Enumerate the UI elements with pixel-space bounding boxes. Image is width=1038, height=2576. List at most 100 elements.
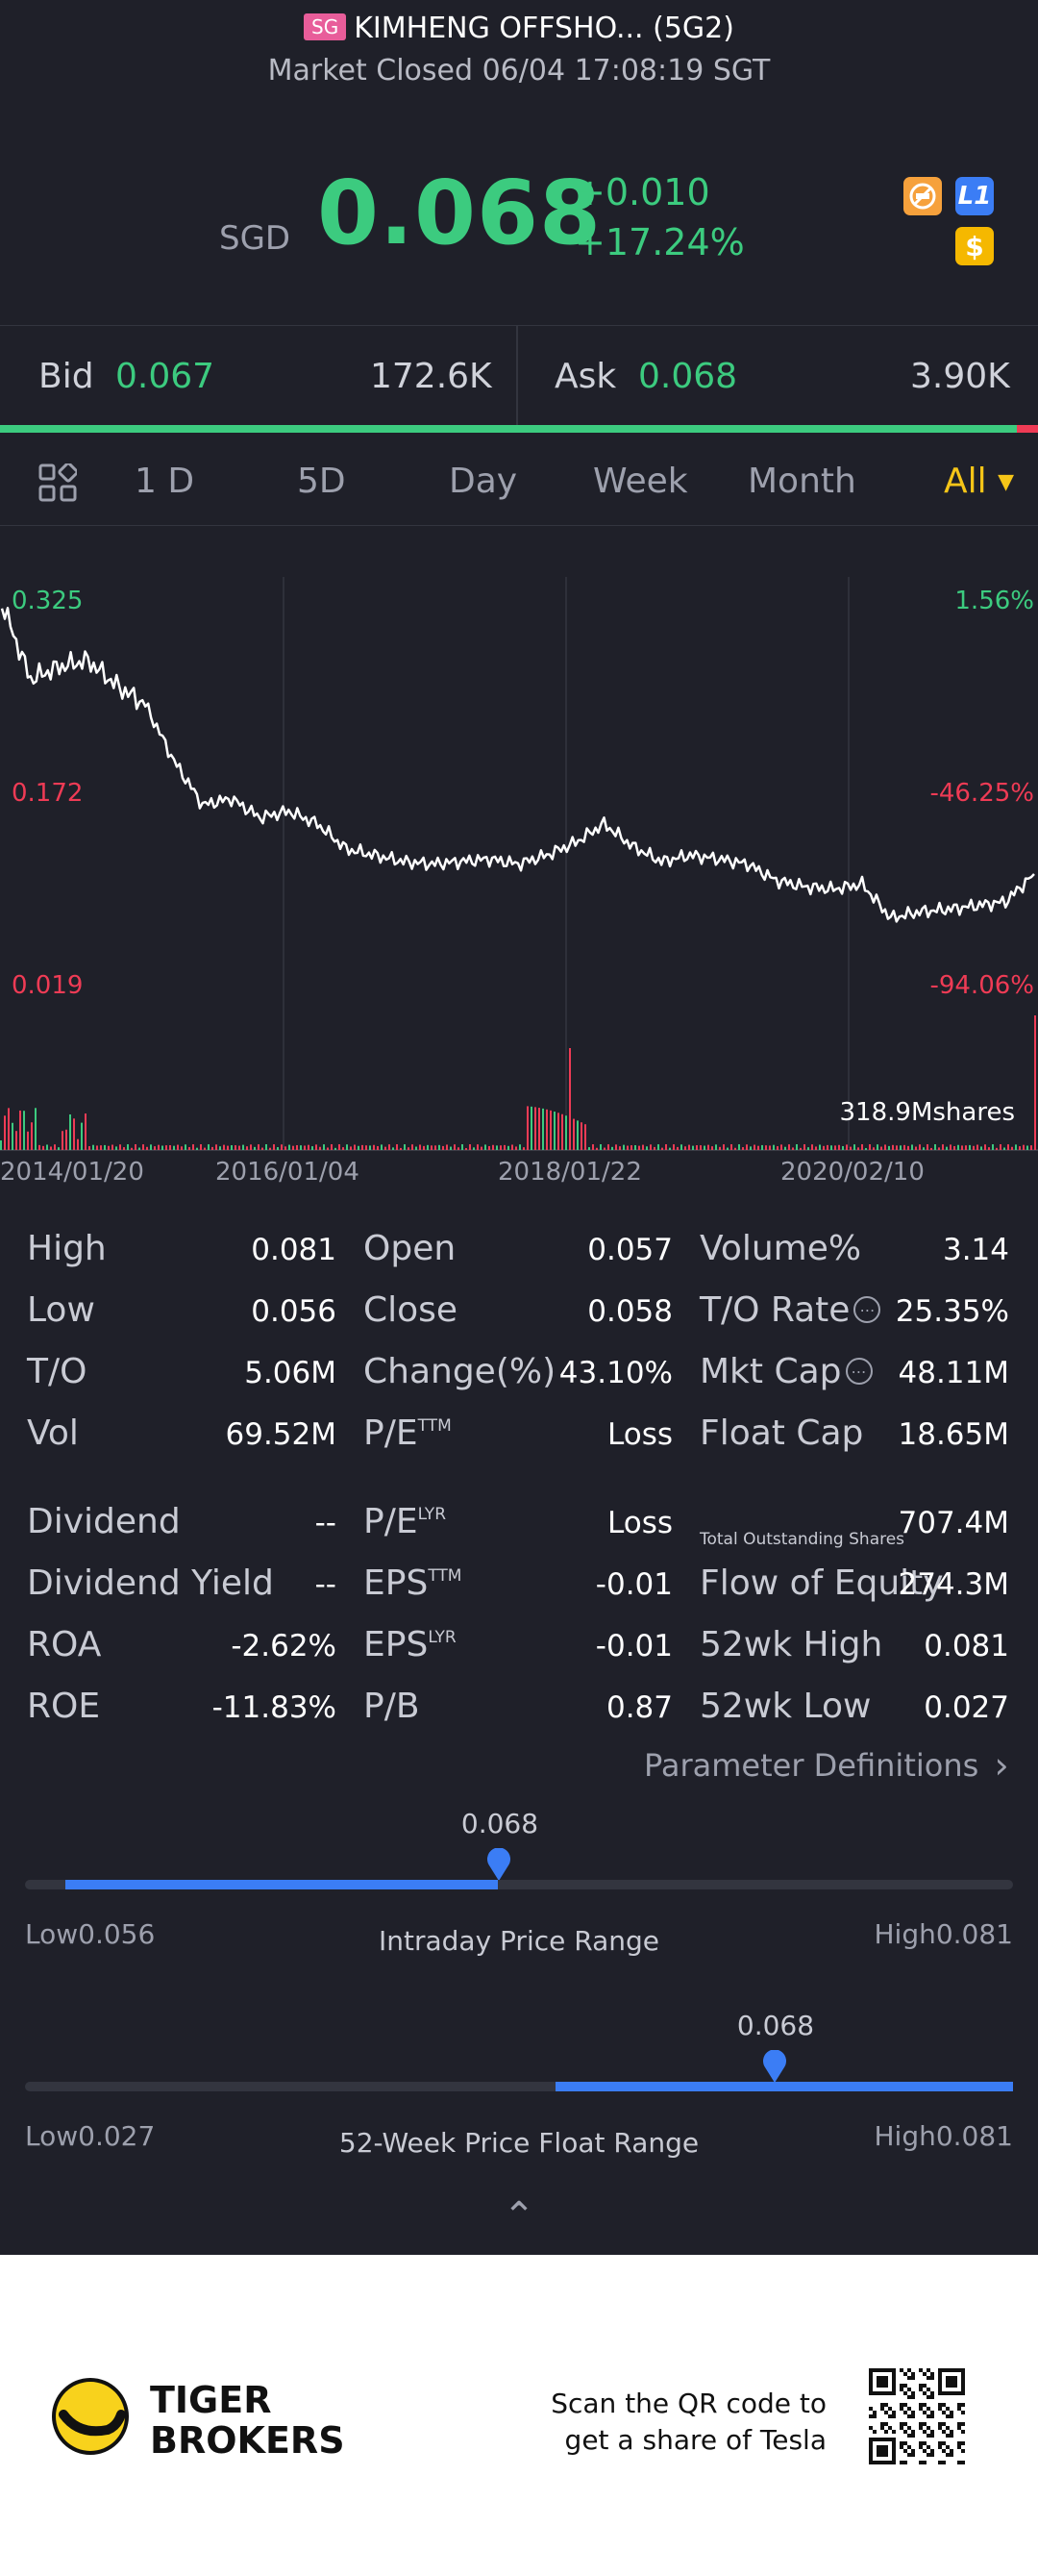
volume-bar <box>531 1106 532 1150</box>
volume-bar <box>919 1144 921 1150</box>
stat-superscript: LYR <box>428 1628 457 1647</box>
volume-bar <box>957 1144 959 1150</box>
volume-bar <box>853 1144 855 1150</box>
volume-bar <box>634 1145 636 1150</box>
volume-bar <box>680 1144 682 1150</box>
stat-label: ROA <box>27 1625 101 1664</box>
stat-value: Loss <box>607 1417 673 1452</box>
volume-bar <box>546 1109 548 1150</box>
tab-week[interactable]: Week <box>593 462 688 501</box>
volume-bar <box>1011 1146 1013 1150</box>
volume-bar <box>500 1145 502 1150</box>
volume-bar <box>861 1144 863 1150</box>
collapse-chevron-icon[interactable]: ⌃ <box>503 2194 535 2238</box>
stat-label-text: 52wk High <box>700 1625 883 1664</box>
volume-bar <box>800 1147 802 1150</box>
volume-bar <box>404 1144 406 1150</box>
stat-label: Volume% <box>700 1229 861 1268</box>
volume-bar <box>604 1147 606 1150</box>
volume-bar <box>638 1145 640 1150</box>
stat-superscript: TTM <box>428 1566 462 1586</box>
info-icon[interactable]: ⋯ <box>853 1296 881 1323</box>
x-label: 2016/01/04 <box>215 1158 359 1187</box>
volume-bar <box>392 1147 394 1150</box>
ask-volume-bar <box>1017 425 1038 433</box>
volume-bar <box>235 1145 236 1150</box>
brand-line-2: BROKERS <box>150 2419 345 2462</box>
volume-bar <box>323 1144 325 1150</box>
volume-bar <box>73 1118 75 1150</box>
volume-bar <box>946 1146 948 1150</box>
volume-bar <box>588 1147 590 1150</box>
volume-bar <box>365 1145 367 1150</box>
stat-label-text: Total Outstanding Shares <box>700 1530 905 1549</box>
volume-bar <box>4 1115 6 1150</box>
stat-value: 0.027 <box>924 1690 1009 1725</box>
volume-bar <box>654 1146 655 1150</box>
stat-label-text: EPS <box>363 1563 429 1603</box>
volume-bar <box>269 1147 271 1150</box>
y-label-mid-right: -46.25% <box>929 779 1034 808</box>
layout-grid-icon[interactable] <box>38 463 77 502</box>
volume-bar <box>0 1140 2 1150</box>
week52-current: 0.068 <box>736 2010 815 2041</box>
stat-value: 69.52M <box>225 1417 337 1452</box>
volume-bar <box>650 1144 652 1150</box>
tab-all[interactable]: All ▼ <box>944 462 1014 501</box>
week52-high: High0.081 <box>874 2120 1013 2152</box>
volume-bar <box>223 1144 225 1150</box>
tab-5d[interactable]: 5D <box>297 462 346 501</box>
dollar-icon[interactable]: $ <box>955 227 994 265</box>
stat-label: T/O <box>27 1352 86 1391</box>
stat-value: -- <box>314 1506 336 1540</box>
volume-bar <box>135 1144 136 1150</box>
volume-bar <box>504 1144 506 1150</box>
y-label-bottom-right: -94.06% <box>929 971 1034 1000</box>
volume-bar <box>204 1147 206 1150</box>
qr-code[interactable] <box>869 2368 965 2464</box>
stat-value: 0.057 <box>587 1233 673 1267</box>
volume-bar <box>584 1124 586 1150</box>
tab-1d[interactable]: 1 D <box>135 462 195 501</box>
volume-bar <box>154 1146 156 1150</box>
parameter-definitions-link[interactable]: Parameter Definitions › <box>644 1744 1009 1787</box>
volume-bar <box>538 1108 540 1150</box>
volume-bar <box>238 1145 240 1150</box>
volume-bar <box>277 1146 279 1150</box>
volume-bar <box>457 1147 459 1150</box>
stat-label-text: Dividend <box>27 1502 181 1541</box>
stat-value: 5.06M <box>244 1356 336 1390</box>
volume-bar <box>115 1146 117 1150</box>
volume-bar <box>1023 1144 1025 1150</box>
stat-value: -- <box>314 1567 336 1602</box>
volume-bar <box>846 1144 848 1150</box>
level1-badge[interactable]: L1 <box>955 177 994 215</box>
tab-month[interactable]: Month <box>748 462 856 501</box>
volume-bar <box>757 1145 759 1150</box>
stat-label: Open <box>363 1229 456 1268</box>
info-icon[interactable]: ⋯ <box>845 1358 873 1385</box>
volume-bar <box>646 1146 648 1150</box>
no-shorting-icon[interactable] <box>903 177 942 215</box>
volume-bar <box>765 1145 767 1150</box>
volume-bar <box>523 1147 525 1150</box>
stat-label-text: Open <box>363 1229 457 1268</box>
intraday-current: 0.068 <box>460 1808 539 1839</box>
stat-value: -11.83% <box>211 1690 336 1725</box>
volume-bar <box>969 1144 971 1150</box>
stat-value: 0.081 <box>924 1629 1009 1663</box>
volume-bar <box>123 1147 125 1150</box>
price-chart[interactable]: 0.325 0.172 0.019 1.56% -46.25% -94.06% … <box>0 538 1038 1192</box>
volume-bar <box>196 1147 198 1150</box>
volume-bar <box>288 1144 290 1150</box>
volume-bar <box>119 1144 121 1150</box>
x-label: 2018/01/22 <box>498 1158 642 1187</box>
tab-day[interactable]: Day <box>449 462 518 501</box>
week52-marker-icon <box>763 2050 786 2083</box>
volume-bar <box>177 1144 179 1150</box>
volume-bar <box>600 1144 602 1150</box>
volume-bar <box>527 1106 529 1150</box>
stat-label-text: ROE <box>27 1687 101 1726</box>
period-tabs: 1 D 5D Day Week Month All ▼ <box>0 433 1038 526</box>
volume-bar <box>923 1147 925 1150</box>
